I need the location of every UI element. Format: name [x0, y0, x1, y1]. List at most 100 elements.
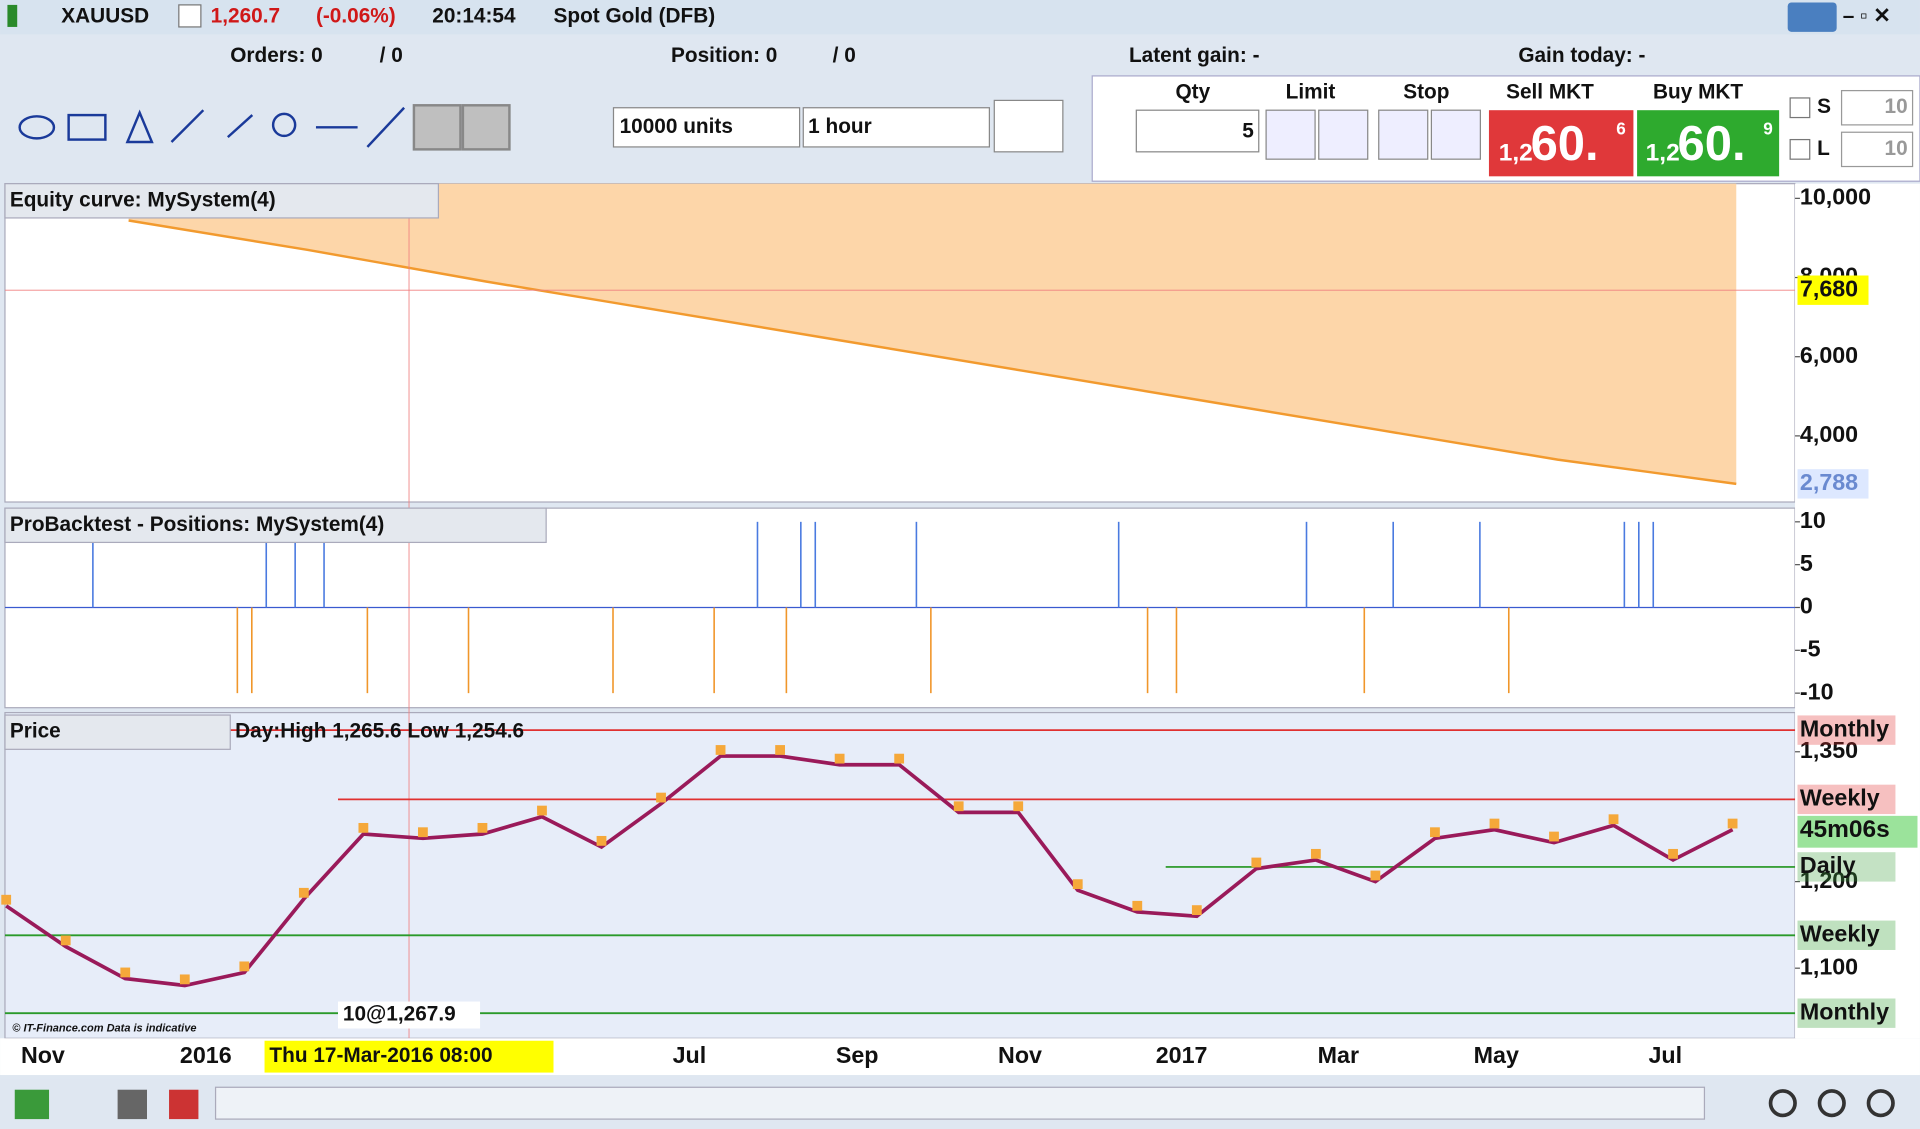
orders-total: / 0	[380, 44, 403, 67]
s-checkbox[interactable]	[1789, 97, 1811, 119]
s-label: S	[1817, 95, 1831, 118]
cursor-date-box	[264, 1040, 554, 1073]
price-marker	[1668, 848, 1678, 859]
info-icon[interactable]	[178, 4, 202, 28]
order-buttons[interactable]	[1265, 109, 1481, 160]
price-tick-label: 1,350	[1800, 737, 1858, 763]
window-controls[interactable]: – ▫ ✕	[1843, 5, 1891, 28]
positions-header	[4, 507, 547, 544]
x-tick-label: Jul	[673, 1042, 707, 1068]
x-tick-label: May	[1474, 1042, 1519, 1068]
price-marker	[358, 822, 369, 833]
keyboard-button[interactable]	[1787, 2, 1837, 32]
scrollbar[interactable]	[214, 1086, 1706, 1120]
buy-prefix: 1,2	[1646, 140, 1680, 167]
equity-tick-label: 4,000	[1800, 421, 1858, 447]
price-marker	[715, 745, 726, 755]
x-tick-label: Nov	[21, 1042, 65, 1068]
cursor-label-box	[338, 1001, 481, 1029]
price-marker	[656, 792, 666, 803]
cursor-label: 10@1,267.9	[343, 1003, 456, 1026]
position: Position: 0	[671, 44, 777, 67]
price: 1,260.7	[211, 5, 280, 28]
l-label: L	[1817, 137, 1830, 160]
l-value: 10	[1885, 137, 1908, 160]
buy-button[interactable]	[1637, 110, 1780, 177]
level-label: Daily	[1800, 852, 1856, 878]
timeframe-select[interactable]	[802, 107, 990, 148]
x-tick-label: 2017	[1156, 1042, 1208, 1068]
level-label: Monthly	[1800, 998, 1889, 1024]
price-tick-label: 1,100	[1800, 953, 1858, 979]
equity-header	[4, 183, 440, 219]
price-tick-label: 1,200	[1800, 867, 1858, 893]
price-marker	[596, 835, 607, 846]
price-marker	[1132, 900, 1143, 911]
day-info: Day:High 1,265.6 Low 1,254.6	[235, 720, 524, 743]
price-marker	[239, 961, 250, 972]
buy-label: Buy MKT	[1653, 81, 1743, 104]
price-marker	[1072, 879, 1083, 890]
gain-today: Gain today: -	[1518, 44, 1645, 67]
last-value-box	[1797, 469, 1869, 499]
price-marker	[179, 974, 190, 985]
level-box	[1797, 920, 1896, 950]
copyright: © IT-Finance.com Data is indicative	[12, 1022, 196, 1034]
level-label: Weekly	[1800, 785, 1880, 811]
qty-input[interactable]	[1135, 109, 1260, 153]
buy-sup: 9	[1763, 118, 1773, 138]
clock: 20:14:54	[432, 5, 516, 28]
x-tick-label: Sep	[836, 1042, 879, 1068]
buy-big: 60.	[1677, 117, 1745, 171]
stop-label: Stop	[1403, 81, 1449, 104]
price-marker	[1251, 857, 1262, 868]
s-value: 10	[1885, 95, 1908, 118]
icon	[7, 4, 18, 27]
x-tick-label: Jul	[1648, 1042, 1682, 1068]
price-marker	[1608, 814, 1619, 825]
timeframe: 1 hour	[808, 115, 872, 138]
orders: Orders: 0	[230, 44, 322, 67]
price-marker	[60, 935, 71, 946]
price-marker	[1191, 905, 1202, 916]
level-box	[1797, 852, 1896, 882]
positions-title: ProBacktest - Positions: MySystem(4)	[10, 513, 384, 536]
price-title: Price	[10, 720, 61, 743]
cursor-value: 7,680	[1800, 275, 1858, 301]
l-checkbox[interactable]	[1789, 138, 1811, 160]
level-box	[1797, 715, 1896, 745]
indicator-button[interactable]	[993, 99, 1064, 153]
positions-tick-label: -5	[1800, 635, 1821, 661]
sell-big: 60.	[1531, 117, 1599, 171]
price-marker	[1549, 831, 1559, 842]
sell-button[interactable]	[1488, 110, 1634, 177]
symbol[interactable]: XAUUSD	[61, 5, 149, 28]
level-box	[1797, 784, 1896, 815]
price-marker	[1310, 848, 1321, 859]
chart-layer: 10,0008,0006,0004,0007,6802,7881050-5-10…	[1, 183, 1918, 1039]
qty-label: Qty	[1175, 81, 1210, 104]
price-marker	[1013, 801, 1024, 812]
equity-title: Equity curve: MySystem(4)	[10, 188, 276, 211]
price-marker	[120, 967, 131, 978]
price-marker	[1430, 827, 1440, 838]
right-axis	[1795, 183, 1920, 1039]
s-input[interactable]	[1840, 89, 1914, 126]
level-label: Monthly	[1800, 715, 1889, 741]
change: (-0.06%)	[316, 5, 396, 28]
limit-label: Limit	[1286, 81, 1336, 104]
price-marker	[834, 753, 845, 764]
units-select[interactable]	[612, 107, 801, 148]
last-value: 2,788	[1800, 469, 1858, 495]
x-tick-label: Nov	[998, 1042, 1042, 1068]
level-label: Weekly	[1800, 920, 1880, 946]
drawing-tools[interactable]	[18, 104, 511, 151]
equity-line	[128, 219, 1737, 486]
price-line	[5, 754, 1734, 988]
x-tick-label: Mar	[1318, 1042, 1359, 1068]
price-marker	[1727, 818, 1738, 829]
bottom-icons[interactable]	[14, 1089, 1895, 1120]
l-input[interactable]	[1840, 131, 1914, 168]
